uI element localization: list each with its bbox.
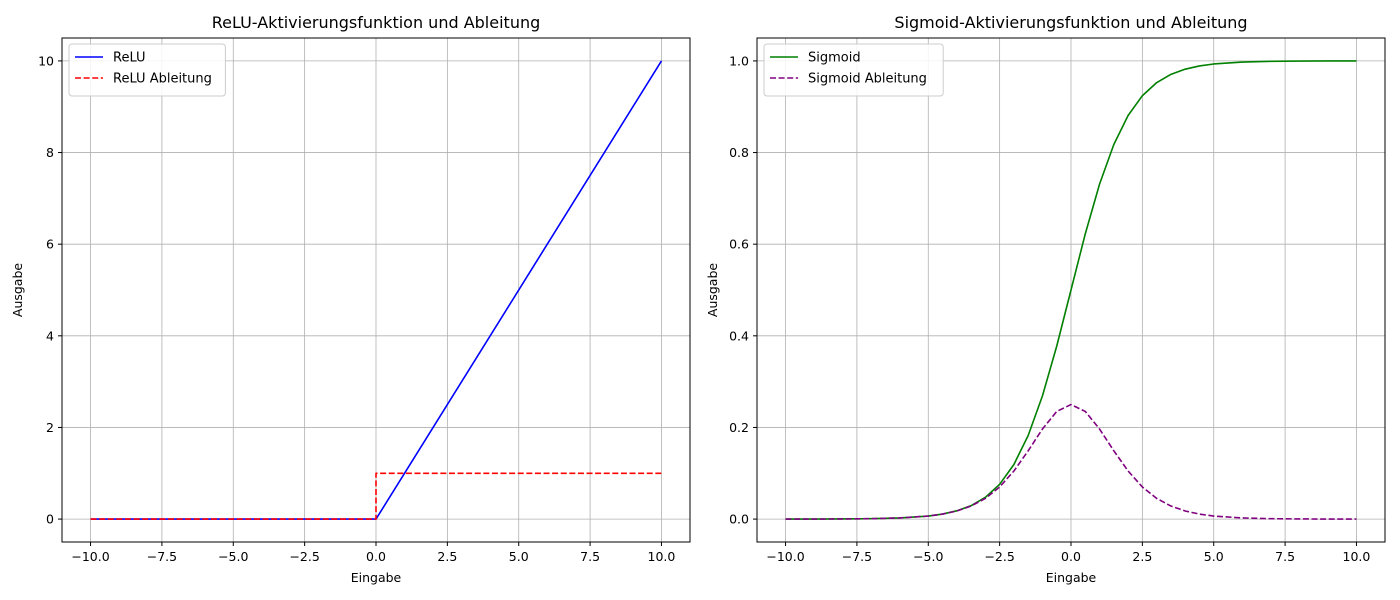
x-tick-label: −2.5 xyxy=(289,549,319,564)
series-group xyxy=(785,60,1357,520)
chart-title: Sigmoid-Aktivierungsfunktion und Ableitu… xyxy=(894,13,1247,32)
chart-title: ReLU-Aktivierungsfunktion und Ableitung xyxy=(212,13,541,32)
x-tick-label: −10.0 xyxy=(71,549,109,564)
y-axis-label: Ausgabe xyxy=(705,263,720,318)
series-line-sigmoid-ableitung xyxy=(785,403,1357,520)
x-tick-label: −2.5 xyxy=(984,549,1014,564)
x-tick-label: 2.5 xyxy=(1132,549,1152,564)
y-tick-label: 10 xyxy=(38,53,54,68)
legend-label: ReLU Ableitung xyxy=(113,72,212,87)
x-tick-label: −5.0 xyxy=(218,549,248,564)
y-tick-label: 1.0 xyxy=(729,53,749,68)
y-tick-label: 6 xyxy=(46,237,54,252)
y-tick-label: 0.4 xyxy=(729,328,749,343)
y-tick-label: 0.6 xyxy=(729,237,749,252)
y-tick-label: 4 xyxy=(46,328,54,343)
y-tick-label: 0.0 xyxy=(729,512,749,527)
x-tick-label: −7.5 xyxy=(147,549,177,564)
x-axis-label: Eingabe xyxy=(351,570,402,585)
x-axis-label: Eingabe xyxy=(1046,570,1097,585)
legend-label: ReLU xyxy=(113,51,146,66)
legend-box xyxy=(763,43,944,97)
legend-box xyxy=(68,43,226,97)
x-tick-label: −7.5 xyxy=(842,549,872,564)
x-tick-label: 0.0 xyxy=(1061,549,1081,564)
x-tick-label: 0.0 xyxy=(366,549,386,564)
x-tick-label: 7.5 xyxy=(580,549,600,564)
relu-panel: −10.0 −7.5 −5.0 −2.5 0.0 2.5 5.0 7.5 10.0 0 2 4 6 8 10… xyxy=(10,13,691,585)
y-tick-label: 0.2 xyxy=(729,420,749,435)
series-group xyxy=(90,60,663,520)
grid xyxy=(62,38,690,542)
series-line-relu-ableitung xyxy=(90,472,662,520)
x-tick-label: 2.5 xyxy=(437,549,457,564)
sigmoid-panel: −10.0 −7.5 −5.0 −2.5 0.0 2.5 5.0 7.5 10.0 0.0 0.2 0… xyxy=(705,13,1386,585)
y-tick-label: 2 xyxy=(46,420,54,435)
legend-label: Sigmoid xyxy=(808,51,861,66)
y-axis-label: Ausgabe xyxy=(10,263,25,318)
x-tick-label: −5.0 xyxy=(913,549,943,564)
legend: ReLU ReLU Ableitung xyxy=(68,43,226,97)
x-tick-label: 7.5 xyxy=(1275,549,1295,564)
x-tick-label: −10.0 xyxy=(766,549,804,564)
x-tick-label: 5.0 xyxy=(1204,549,1224,564)
y-tick-label: 8 xyxy=(46,145,54,160)
x-tick-label: 5.0 xyxy=(509,549,529,564)
x-tick-label: 10.0 xyxy=(1343,549,1371,564)
x-tick-label: 10.0 xyxy=(648,549,676,564)
y-tick-label: 0.8 xyxy=(729,145,749,160)
y-tick-label: 0 xyxy=(46,512,54,527)
legend-label: Sigmoid Ableitung xyxy=(808,72,927,87)
legend: Sigmoid Sigmoid Ableitung xyxy=(763,43,944,97)
